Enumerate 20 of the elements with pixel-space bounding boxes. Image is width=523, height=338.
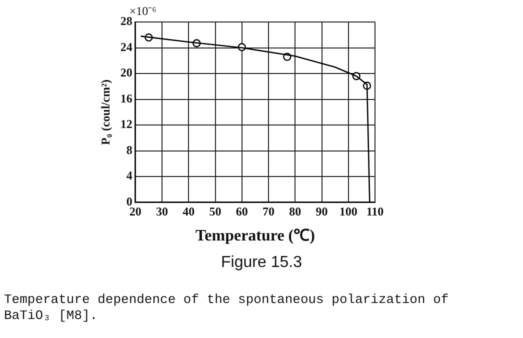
y-tick-label: 0 bbox=[126, 194, 132, 208]
y-tick-label: 4 bbox=[126, 168, 132, 183]
x-tick-label: 70 bbox=[262, 204, 275, 219]
x-tick-label: 110 bbox=[366, 204, 384, 219]
y-tick-label: 12 bbox=[120, 117, 132, 132]
x-tick-label: 90 bbox=[316, 204, 328, 219]
x-tick-label: 40 bbox=[182, 204, 195, 219]
x-tick-label: 80 bbox=[289, 204, 302, 219]
y-tick-label: 20 bbox=[120, 66, 132, 80]
x-tick-label: 30 bbox=[156, 204, 168, 219]
y-tick-label: 24 bbox=[120, 40, 132, 54]
y-tick-label: 16 bbox=[120, 91, 132, 106]
x-tick-label: 50 bbox=[209, 204, 222, 219]
y-tick-label: 8 bbox=[126, 142, 132, 157]
text: Temperature dependence of the spontaneous polarization of BaTiO₃ [M8]. bbox=[4, 292, 450, 324]
x-tick-label: 100 bbox=[339, 204, 358, 219]
text: Figure 15.3 bbox=[220, 254, 303, 272]
x-tick-label: 60 bbox=[236, 204, 248, 219]
x-axis-title: Temperature (℃) bbox=[195, 228, 315, 245]
y-axis-title: P₀ (coul/cm²) bbox=[98, 79, 112, 145]
